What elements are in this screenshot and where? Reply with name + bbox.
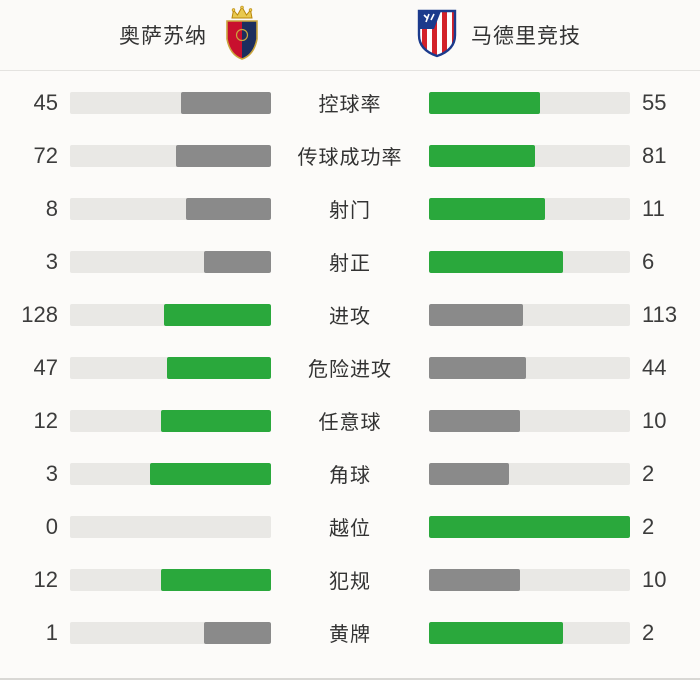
home-bar-track (70, 197, 271, 220)
away-value: 2 (642, 619, 655, 645)
away-value: 55 (642, 89, 667, 115)
stat-row: 3 射正 6 (0, 235, 700, 288)
home-bar-track (70, 303, 271, 326)
home-bar-track (70, 621, 271, 644)
stat-row: 0 越位 2 (0, 500, 700, 553)
stat-label: 黄牌 (329, 624, 371, 646)
stat-row: 12 犯规 10 (0, 553, 700, 606)
home-bar-track (70, 409, 271, 432)
home-value: 0 (45, 513, 58, 539)
stat-label: 进攻 (329, 306, 371, 328)
away-value: 81 (642, 142, 667, 168)
away-bar-track (429, 197, 630, 220)
home-team-header[interactable]: 奥萨苏纳 (119, 5, 265, 66)
away-value: 11 (642, 195, 665, 221)
home-bar-track (70, 515, 271, 538)
home-value: 45 (33, 89, 58, 115)
away-bar-track (429, 621, 630, 644)
home-value: 12 (33, 566, 58, 592)
away-bar-track (429, 515, 630, 538)
away-bar-track (429, 356, 630, 379)
stat-label: 越位 (329, 518, 371, 540)
home-value: 1 (45, 619, 58, 645)
home-bar-track (70, 91, 271, 114)
home-bar-track (70, 144, 271, 167)
atletico-madrid-crest-icon (415, 7, 459, 64)
stat-label: 传球成功率 (297, 147, 403, 169)
home-bar-fill (164, 303, 271, 326)
home-value: 3 (45, 460, 58, 486)
away-bar-fill (429, 144, 536, 167)
stat-row: 47 危险进攻 44 (0, 341, 700, 394)
home-value: 12 (33, 407, 58, 433)
away-bar-fill (429, 197, 546, 220)
home-bar-fill (204, 621, 271, 644)
home-bar-fill (186, 197, 271, 220)
stats-list: 45 控球率 55 72 传球成功率 81 8 射门 11 3 (0, 71, 700, 678)
stat-label: 任意球 (318, 412, 382, 434)
away-bar-fill (429, 303, 524, 326)
home-bar-fill (167, 356, 271, 379)
away-value: 2 (642, 460, 655, 486)
home-value: 72 (33, 142, 58, 168)
stat-row: 12 任意球 10 (0, 394, 700, 447)
home-value: 47 (33, 354, 58, 380)
home-bar-track (70, 250, 271, 273)
away-bar-fill (429, 409, 521, 432)
home-team-name: 奥萨苏纳 (119, 25, 207, 48)
home-value: 3 (45, 248, 58, 274)
away-value: 10 (642, 407, 667, 433)
home-bar-track (70, 568, 271, 591)
match-header: 奥萨苏纳 (0, 0, 700, 71)
away-bar-fill (429, 568, 521, 591)
home-value: 128 (21, 301, 58, 327)
away-bar-fill (429, 250, 563, 273)
home-bar-fill (180, 91, 271, 114)
away-bar-fill (429, 621, 563, 644)
stat-row: 8 射门 11 (0, 182, 700, 235)
stat-label: 角球 (329, 465, 371, 487)
stat-label: 射门 (329, 200, 371, 222)
stat-label: 危险进攻 (308, 359, 392, 381)
away-bar-fill (429, 462, 510, 485)
away-value: 113 (642, 301, 678, 327)
home-bar-fill (161, 409, 271, 432)
home-bar-fill (150, 462, 271, 485)
home-bar-track (70, 462, 271, 485)
home-value: 8 (45, 195, 58, 221)
away-bar-track (429, 409, 630, 432)
stat-row: 128 进攻 113 (0, 288, 700, 341)
stat-row: 45 控球率 55 (0, 76, 700, 129)
away-team-header[interactable]: 马德里竞技 (415, 7, 581, 64)
away-bar-track (429, 91, 630, 114)
stat-row: 3 角球 2 (0, 447, 700, 500)
home-bar-fill (161, 568, 271, 591)
stat-row: 1 黄牌 2 (0, 606, 700, 659)
stat-label: 射正 (329, 253, 371, 275)
osasuna-crest-icon (219, 5, 265, 66)
away-bar-track (429, 250, 630, 273)
away-value: 10 (642, 566, 667, 592)
away-bar-fill (429, 515, 630, 538)
home-bar-track (70, 356, 271, 379)
away-value: 2 (642, 513, 655, 539)
away-bar-track (429, 303, 630, 326)
away-bar-track (429, 462, 630, 485)
away-bar-fill (429, 356, 527, 379)
stat-row: 72 传球成功率 81 (0, 129, 700, 182)
away-bar-track (429, 568, 630, 591)
away-team-name: 马德里竞技 (471, 25, 581, 48)
away-bar-fill (429, 91, 540, 114)
bottom-divider (0, 678, 700, 680)
away-value: 6 (642, 248, 655, 274)
away-value: 44 (642, 354, 667, 380)
home-bar-fill (176, 144, 271, 167)
home-bar-fill (204, 250, 271, 273)
away-bar-track (429, 144, 630, 167)
stat-label: 犯规 (329, 571, 371, 593)
stat-label: 控球率 (318, 94, 382, 116)
